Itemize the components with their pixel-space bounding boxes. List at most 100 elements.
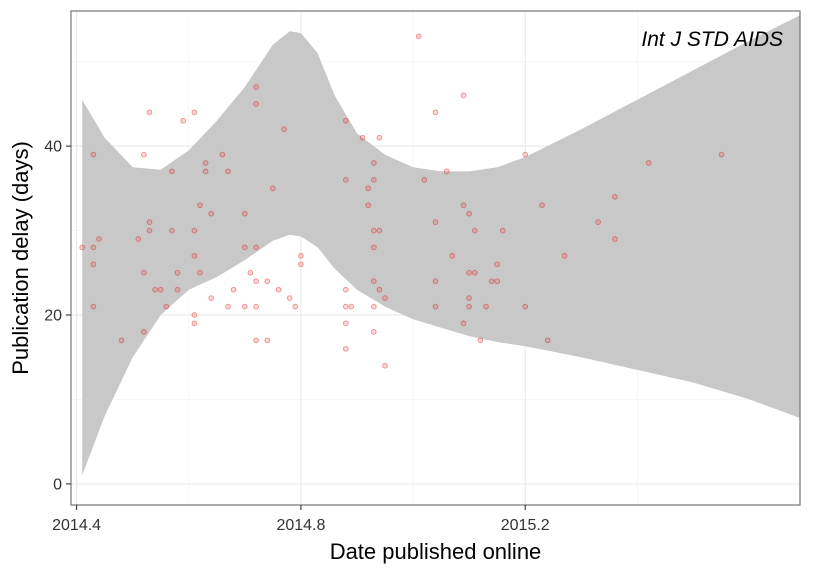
- data-point: [612, 236, 618, 242]
- data-point: [645, 160, 652, 166]
- x-tick-label: 2014.4: [52, 517, 101, 534]
- data-point: [359, 134, 366, 141]
- y-axis-title: Publication delay (days): [8, 141, 33, 375]
- data-point: [225, 303, 231, 310]
- data-point: [342, 286, 349, 293]
- data-point: [174, 286, 181, 293]
- data-point: [169, 227, 175, 234]
- data-point: [348, 303, 355, 310]
- data-point: [370, 278, 377, 285]
- data-point: [270, 185, 276, 192]
- data-point: [382, 295, 388, 301]
- data-point: [365, 185, 372, 192]
- data-point: [370, 160, 377, 166]
- data-point: [376, 286, 383, 293]
- data-point: [477, 337, 484, 344]
- data-point: [718, 151, 725, 158]
- data-point: [169, 168, 175, 175]
- data-point: [432, 303, 439, 310]
- data-point: [191, 227, 198, 234]
- data-point: [561, 253, 568, 259]
- data-point: [382, 362, 388, 369]
- data-point: [247, 269, 254, 276]
- data-point: [197, 269, 203, 276]
- data-point: [253, 244, 259, 251]
- data-point: [522, 303, 529, 310]
- data-point: [191, 320, 198, 327]
- data-point: [141, 151, 147, 158]
- data-point: [471, 227, 478, 234]
- data-point: [449, 253, 456, 259]
- data-point: [275, 286, 282, 293]
- x-axis-title: Date published online: [330, 539, 542, 564]
- data-point: [460, 202, 467, 209]
- data-point: [298, 253, 304, 259]
- data-point: [241, 244, 248, 251]
- data-point: [146, 109, 153, 116]
- data-point: [146, 219, 153, 225]
- data-point: [342, 345, 349, 352]
- data-point: [163, 303, 170, 310]
- data-point: [191, 253, 198, 259]
- data-point: [595, 219, 601, 225]
- data-point: [157, 286, 164, 293]
- data-point: [370, 303, 377, 310]
- data-points: [79, 33, 725, 369]
- data-point: [135, 236, 142, 242]
- data-point: [202, 160, 209, 166]
- data-point: [90, 261, 97, 268]
- data-point: [286, 295, 293, 301]
- data-point: [376, 227, 383, 234]
- data-point: [253, 84, 259, 90]
- data-point: [253, 101, 259, 107]
- data-point: [460, 320, 467, 327]
- data-point: [342, 117, 349, 124]
- data-point: [370, 177, 377, 183]
- data-point: [539, 202, 545, 209]
- data-point: [499, 227, 506, 234]
- data-point: [342, 320, 349, 327]
- x-tick-label: 2014.8: [276, 517, 325, 534]
- data-point: [152, 286, 158, 293]
- data-point: [90, 303, 97, 310]
- data-point: [253, 278, 259, 285]
- data-point: [118, 337, 125, 344]
- data-point: [421, 177, 428, 183]
- data-point: [494, 278, 501, 285]
- data-point: [544, 337, 551, 344]
- x-tick-label: 2015.2: [501, 517, 550, 534]
- y-tick-label: 20: [44, 308, 62, 325]
- data-point: [483, 303, 489, 310]
- data-point: [79, 244, 86, 251]
- data-point: [253, 337, 259, 344]
- data-point: [90, 244, 97, 251]
- chart-annotation: Int J STD AIDS: [641, 28, 783, 51]
- data-point: [197, 202, 203, 209]
- data-point: [180, 117, 187, 124]
- data-point: [466, 210, 472, 217]
- data-point: [241, 303, 248, 310]
- data-point: [225, 168, 231, 175]
- data-point: [202, 168, 209, 175]
- data-point: [466, 303, 472, 310]
- data-point: [264, 278, 271, 285]
- data-point: [612, 193, 618, 200]
- data-point: [342, 177, 349, 183]
- data-point: [432, 278, 439, 285]
- data-point: [432, 219, 439, 225]
- y-tick-label: 40: [44, 139, 62, 156]
- data-point: [141, 269, 147, 276]
- data-point: [460, 92, 467, 99]
- data-point: [376, 134, 383, 141]
- data-point: [522, 151, 529, 158]
- data-point: [370, 227, 377, 234]
- data-point: [264, 337, 271, 344]
- data-point: [466, 295, 472, 301]
- y-axis: 0 20 40: [44, 139, 71, 493]
- data-point: [494, 261, 501, 268]
- data-point: [370, 329, 377, 335]
- data-point: [208, 295, 215, 301]
- data-point: [191, 312, 198, 318]
- data-point: [471, 269, 478, 276]
